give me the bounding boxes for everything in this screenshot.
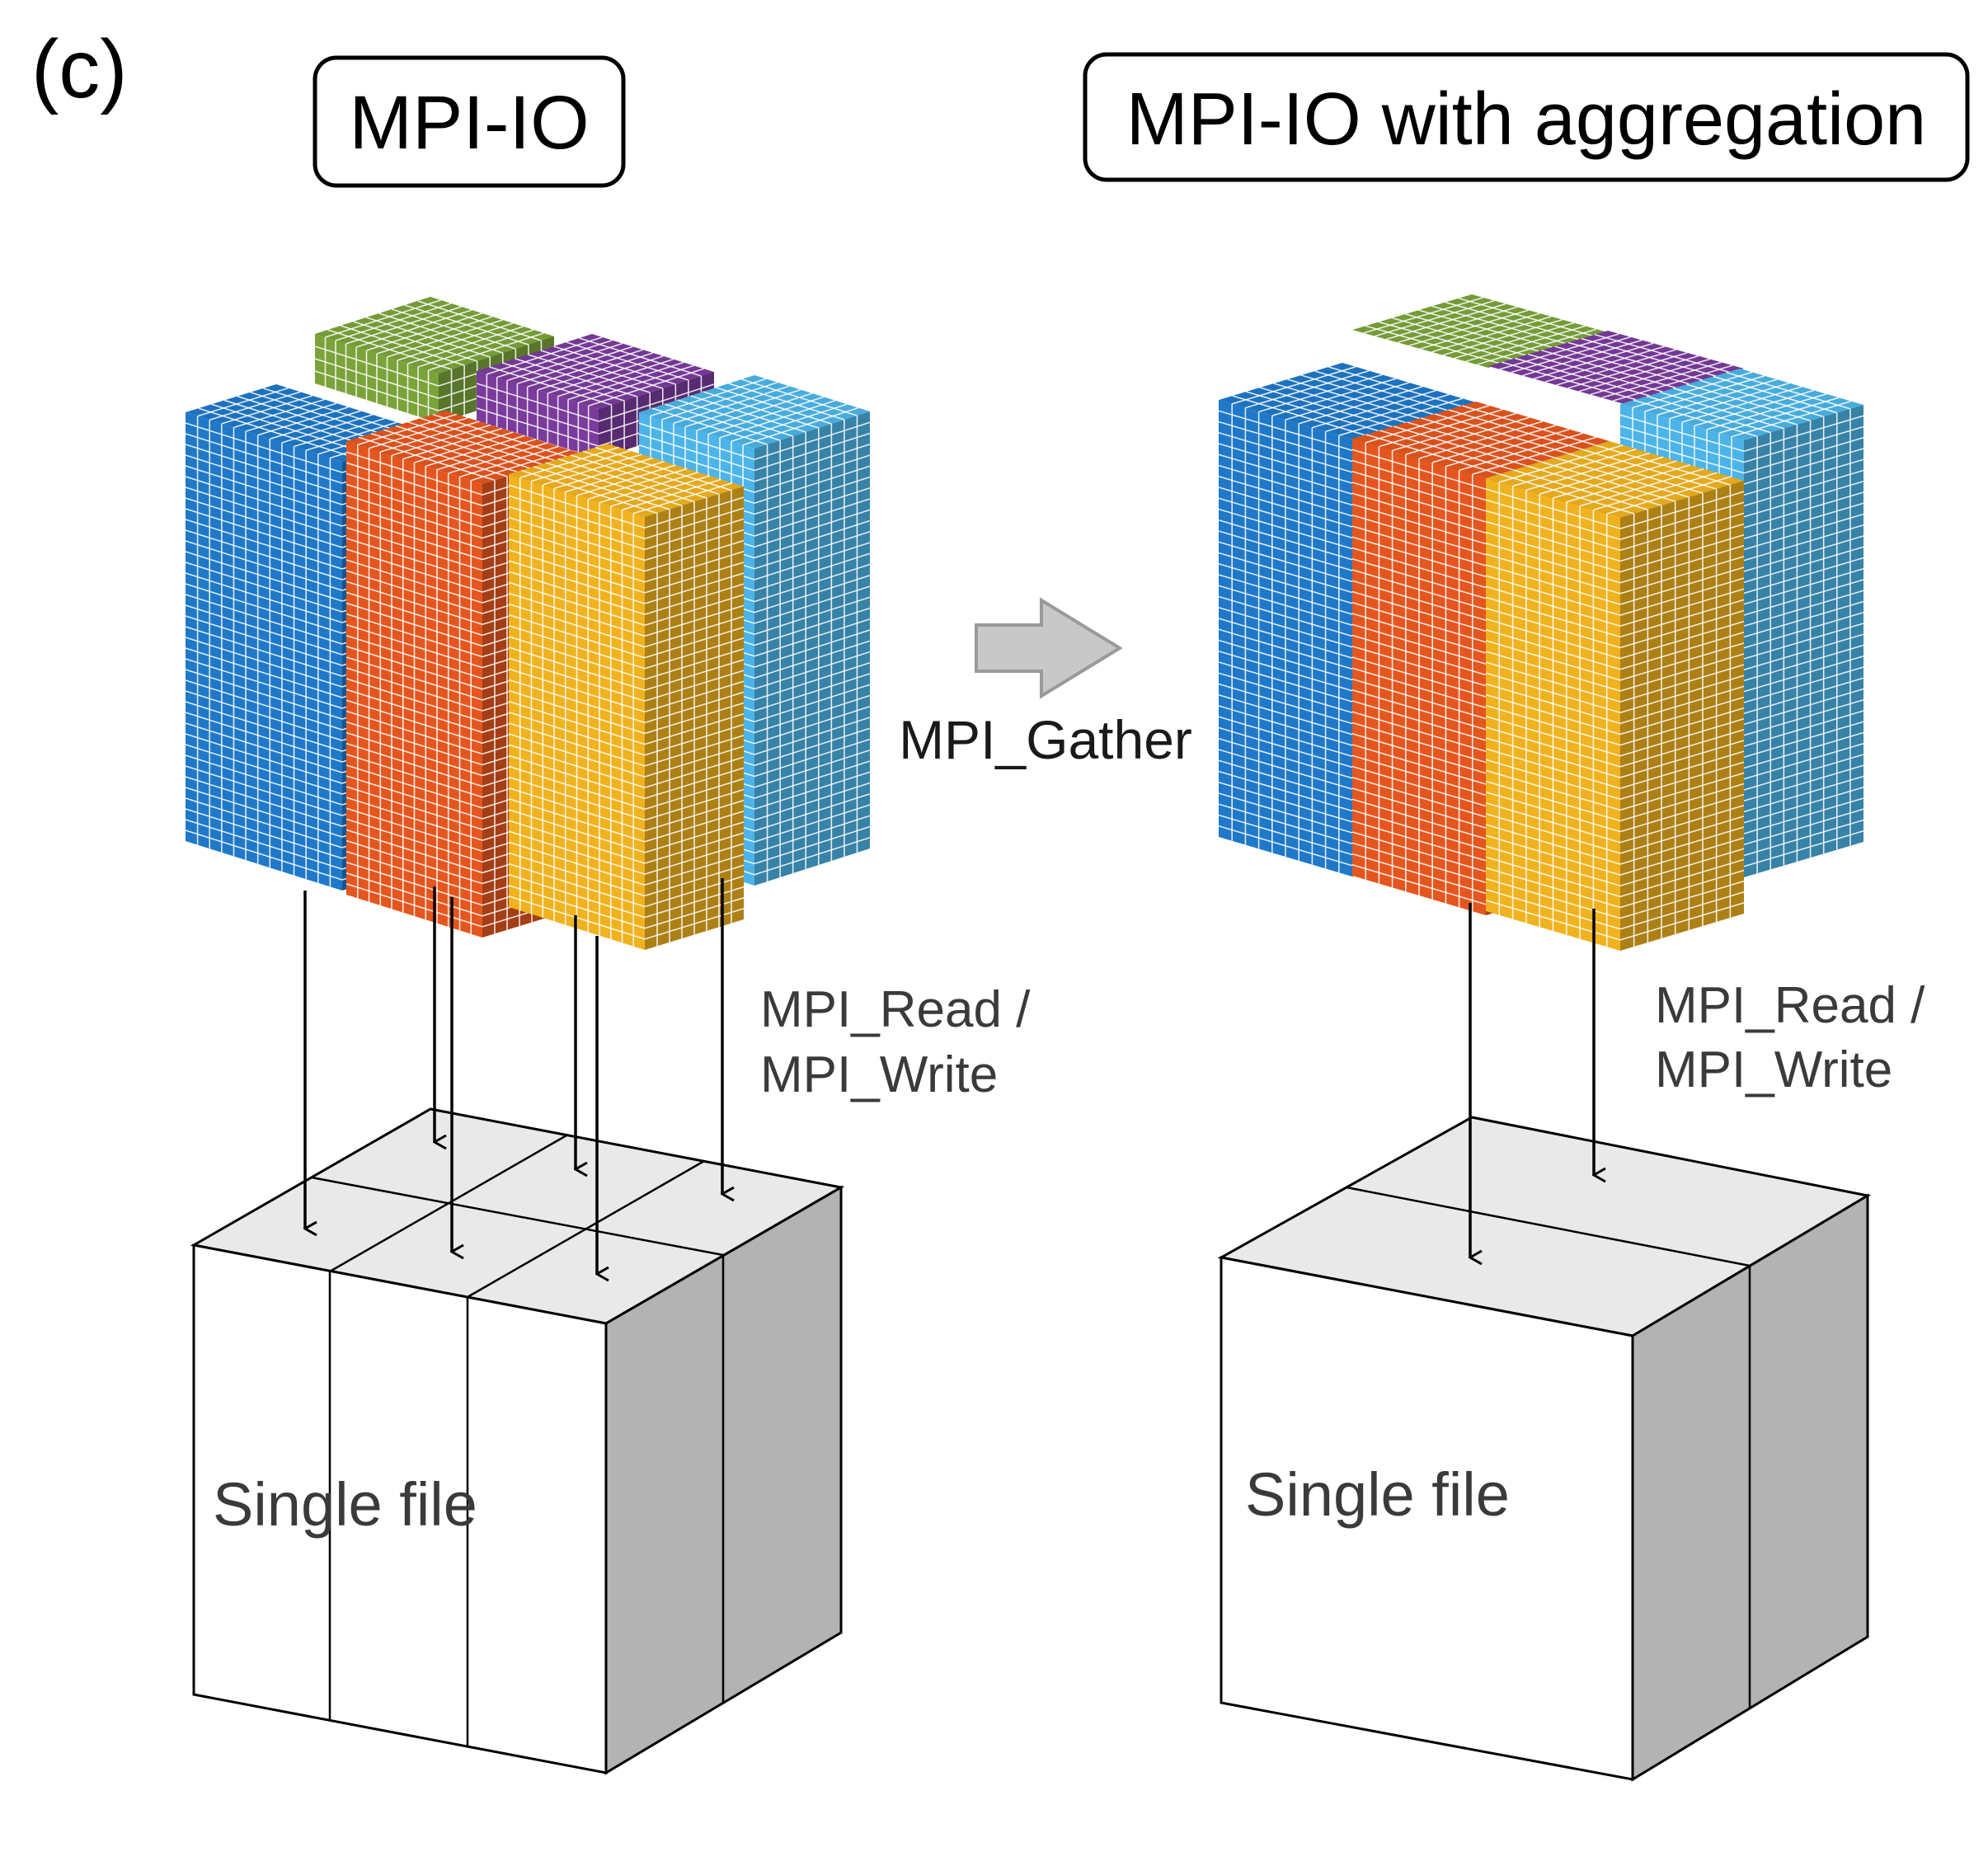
right-io-label-line2: MPI_Write [1655, 1041, 1892, 1098]
left-file-label: Single file [213, 1470, 477, 1539]
panel-label: (c) [31, 23, 128, 115]
right-title-box: MPI-IO with aggregation [1083, 52, 1970, 182]
right-title: MPI-IO with aggregation [1126, 78, 1926, 161]
left-single-file-box [190, 1107, 845, 1775]
block-yellow [508, 444, 745, 950]
left-io-arrows [305, 878, 722, 1274]
left-title: MPI-IO [349, 81, 589, 165]
agg-purple [1488, 331, 1744, 404]
left-io-label-line2: MPI_Write [760, 1046, 998, 1103]
right-io-arrows [1470, 903, 1594, 1257]
agg-green [1352, 294, 1608, 368]
left-process-blocks [185, 297, 871, 950]
right-file-label: Single file [1245, 1460, 1510, 1529]
right-io-label-line1: MPI_Read / [1655, 977, 1925, 1034]
gather-arrow-icon [975, 597, 1123, 699]
right-single-file-box [1217, 1116, 1872, 1782]
gather-label: MPI_Gather [899, 709, 1192, 770]
left-title-box: MPI-IO [313, 55, 626, 188]
agg-yellow [1485, 441, 1745, 951]
left-io-label-line1: MPI_Read / [760, 981, 1031, 1038]
block-purple [476, 334, 715, 458]
right-aggregated-blocks [1218, 294, 1864, 951]
